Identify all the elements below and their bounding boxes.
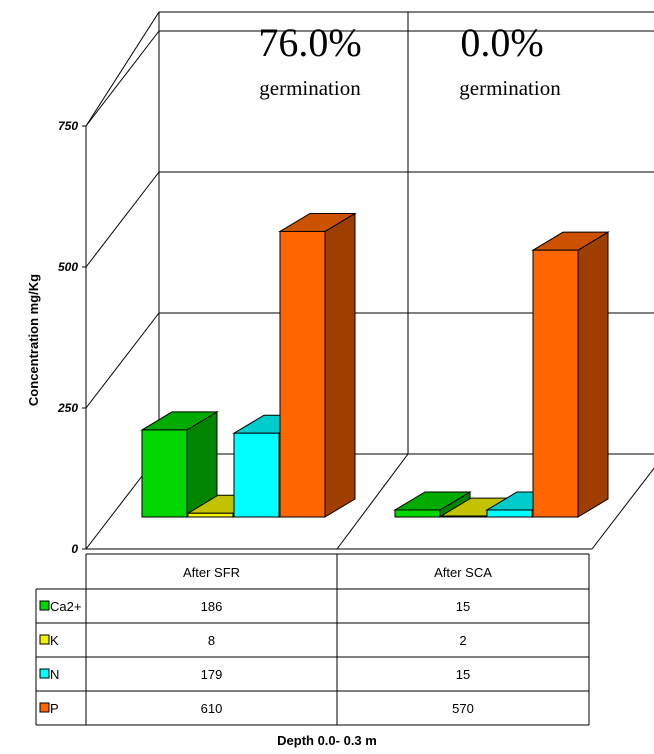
- left-wall-top-edge: [85, 11, 160, 127]
- bar: [141, 429, 188, 518]
- annotation-label-1: germination: [259, 76, 361, 100]
- floor-divider: [336, 453, 409, 550]
- gridline-diagonal: [85, 312, 160, 409]
- bar: [187, 512, 234, 518]
- annotation-percent-1: 76.0%: [258, 20, 361, 65]
- chart-bars: [140, 212, 610, 518]
- legend-label: Ca2+: [50, 599, 81, 614]
- table-cell: 186: [201, 599, 223, 614]
- table-cell: 8: [208, 633, 215, 648]
- legend-label: N: [50, 667, 59, 682]
- bar: [394, 509, 441, 518]
- bar: [279, 230, 326, 518]
- y-axis-title: Concentration mg/Kg: [26, 274, 41, 406]
- category-label: After SFR: [183, 565, 240, 580]
- legend-swatch: [39, 668, 50, 679]
- table-cell: 2: [459, 633, 466, 648]
- table-cell: 570: [452, 701, 474, 716]
- gridline-diagonal: [85, 171, 160, 268]
- legend-swatch: [39, 702, 50, 713]
- annotation-label-2: germination: [459, 76, 561, 100]
- gridline-diagonal: [85, 30, 160, 127]
- bar-side: [324, 212, 356, 518]
- table-cell: 15: [456, 599, 470, 614]
- y-tick-label: 750: [58, 119, 78, 133]
- bar: [440, 515, 487, 518]
- y-tick-label: 250: [57, 401, 78, 415]
- bar: [486, 509, 533, 518]
- legend-label: K: [50, 633, 59, 648]
- legend-swatch: [39, 634, 50, 645]
- y-tick-label: 500: [58, 260, 78, 274]
- table-cell: 610: [201, 701, 223, 716]
- table-cell: 15: [456, 667, 470, 682]
- bar-side: [577, 231, 609, 518]
- x-axis-title: Depth 0.0- 0.3 m: [277, 733, 377, 748]
- floor-right-edge: [591, 467, 654, 550]
- annotation-percent-2: 0.0%: [460, 20, 543, 65]
- table-cell: 179: [201, 667, 223, 682]
- bar: [233, 432, 280, 518]
- y-tick-label: 0: [71, 542, 78, 556]
- legend-swatch: [39, 600, 50, 611]
- chart-walls: [85, 11, 654, 550]
- bar: [532, 249, 579, 518]
- y-axis: 0 250 500 750: [57, 119, 86, 556]
- legend-label: P: [50, 701, 59, 716]
- category-label: After SCA: [434, 565, 492, 580]
- data-table: After SFR After SCA Ca2+ 186 15 K 8 2 N 179 15 P 610…: [35, 553, 590, 726]
